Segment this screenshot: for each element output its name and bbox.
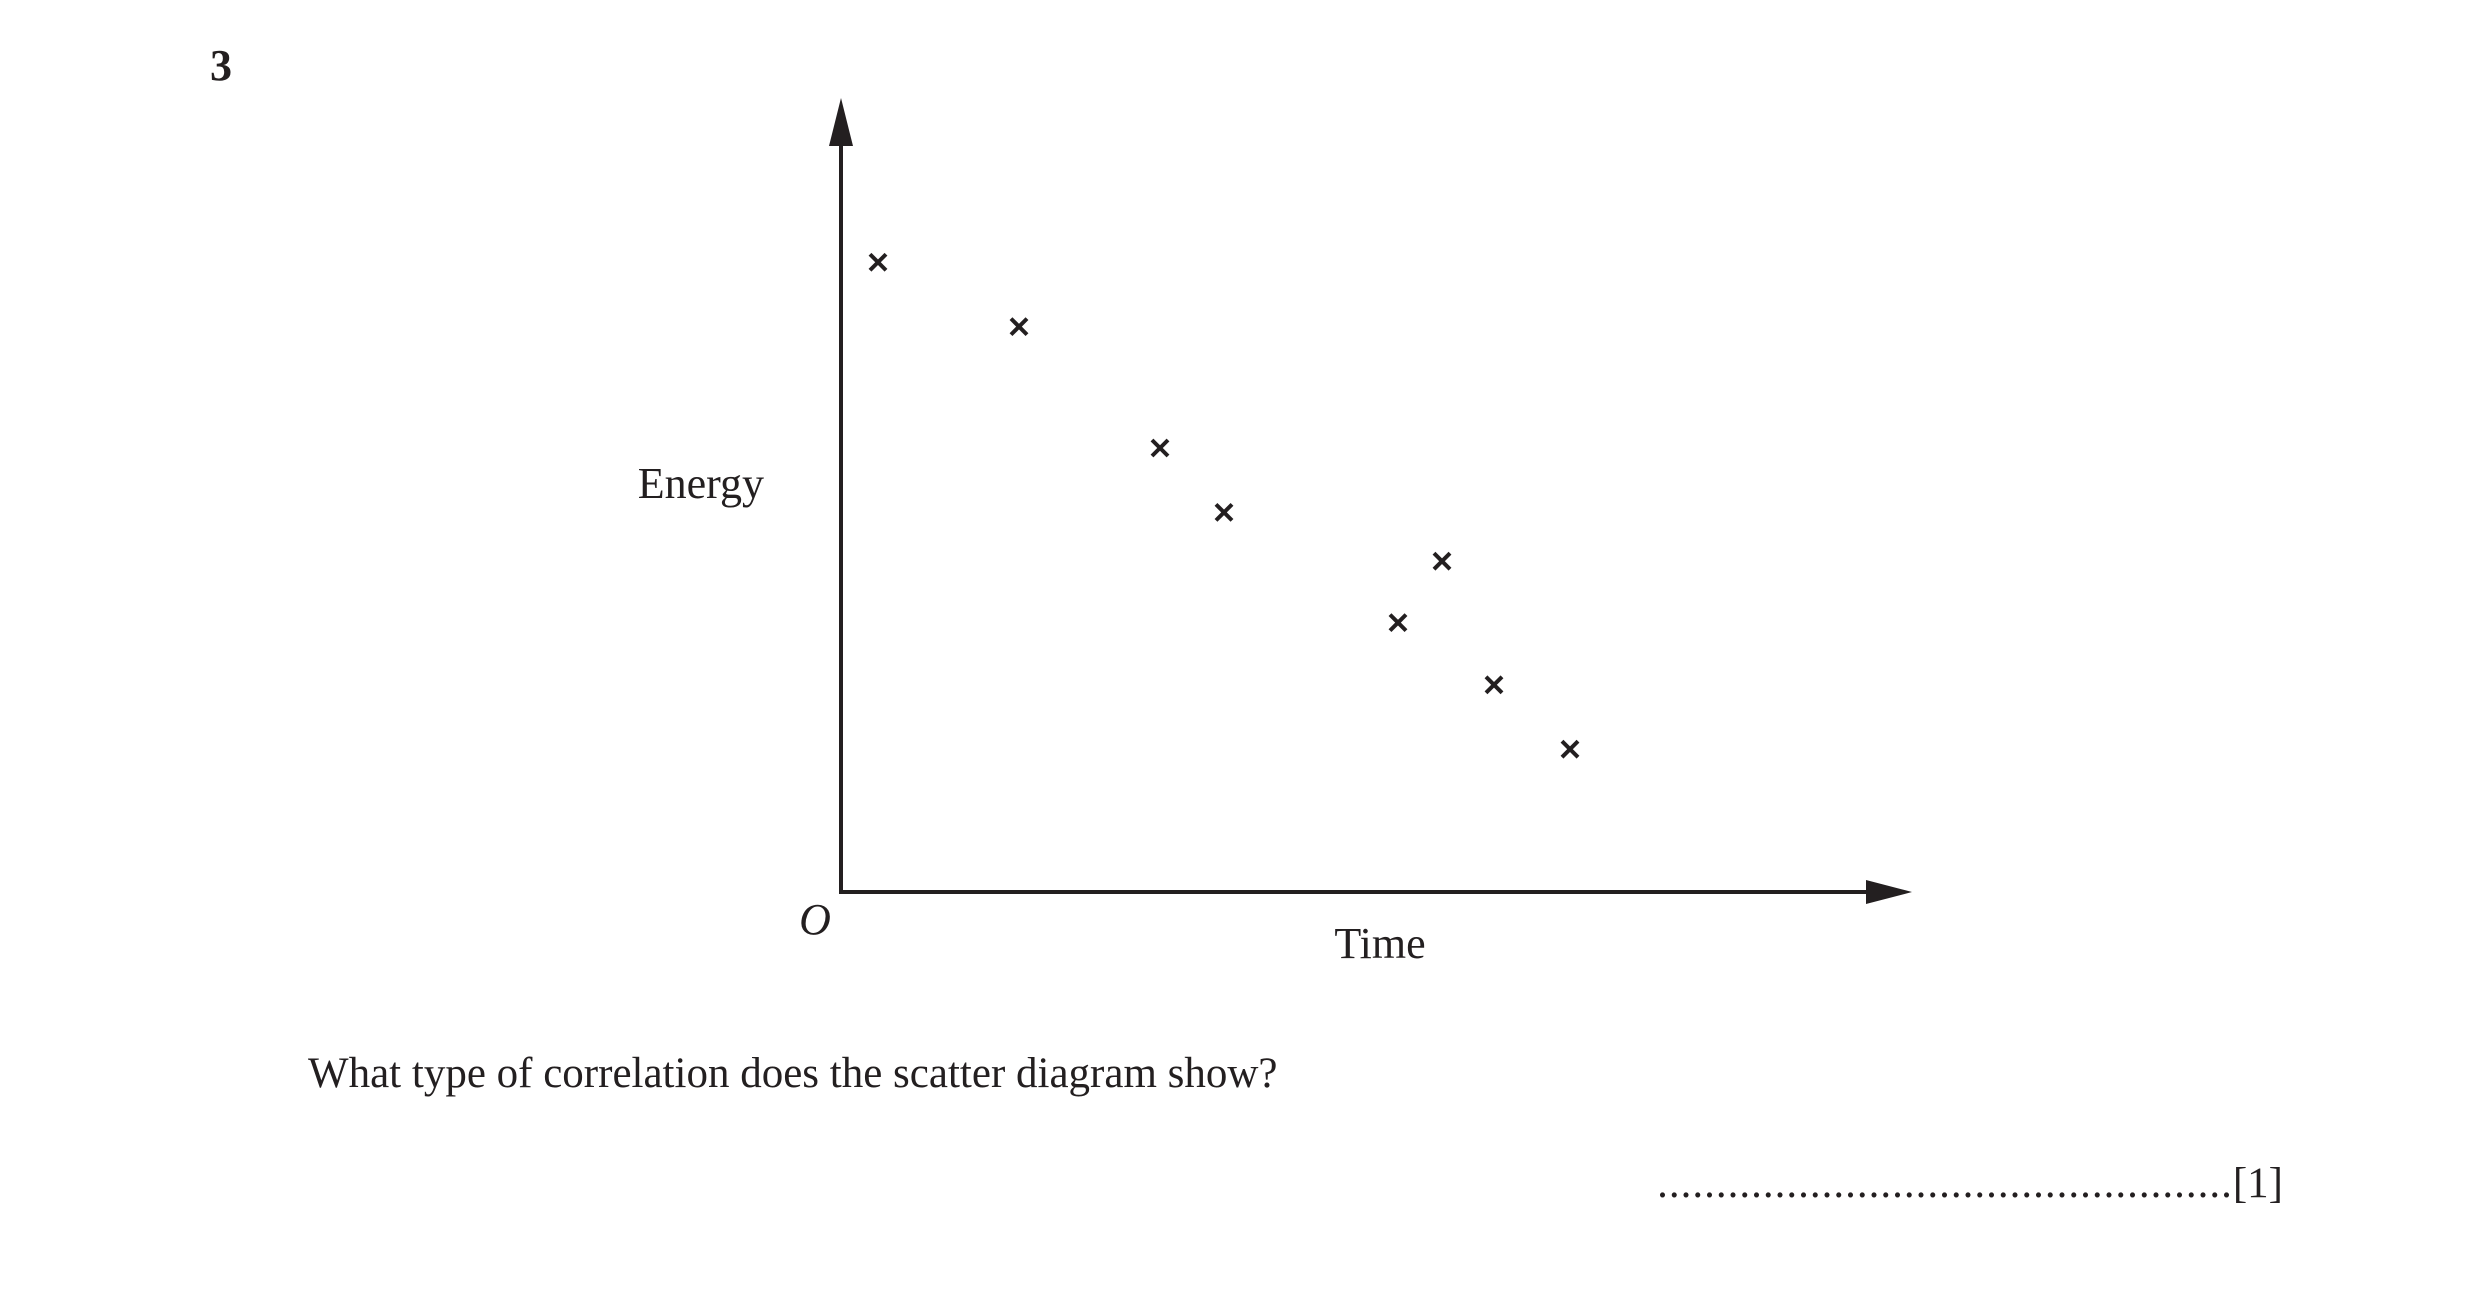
x-axis-label: Time xyxy=(1334,919,1425,968)
y-axis-arrow xyxy=(829,98,853,146)
y-axis-label: Energy xyxy=(638,459,764,508)
data-point xyxy=(1484,675,1504,695)
scatter-diagram: Energy Time O xyxy=(638,98,1912,968)
question-number: 3 xyxy=(210,41,232,90)
data-point xyxy=(1214,502,1234,522)
data-point xyxy=(868,252,888,272)
x-axis-arrow xyxy=(1866,880,1912,904)
marks-label: [1] xyxy=(2232,1160,2283,1207)
question-text: What type of correlation does the scatte… xyxy=(308,1050,1278,1097)
data-points xyxy=(868,252,1580,759)
data-point xyxy=(1388,613,1408,633)
answer-line[interactable]: ........................................… xyxy=(1657,1158,2283,1210)
data-point xyxy=(1009,317,1029,337)
data-point xyxy=(1150,438,1170,458)
data-point xyxy=(1560,739,1580,759)
answer-dots[interactable]: ........................................… xyxy=(1657,1160,2233,1207)
origin-label: O xyxy=(799,895,831,944)
data-point xyxy=(1432,551,1452,571)
